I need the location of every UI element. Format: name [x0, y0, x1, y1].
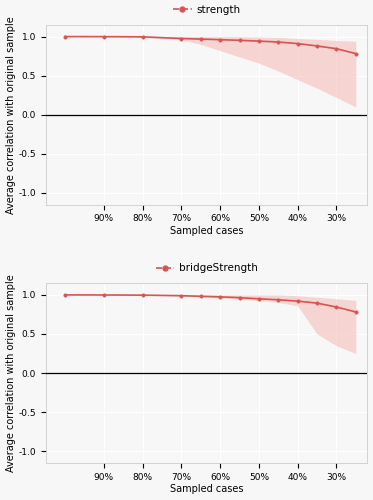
Y-axis label: Average correlation with original sample: Average correlation with original sample	[6, 274, 16, 472]
Legend: bridgeStrength: bridgeStrength	[156, 263, 257, 273]
X-axis label: Sampled cases: Sampled cases	[170, 226, 243, 236]
Y-axis label: Average correlation with original sample: Average correlation with original sample	[6, 16, 16, 214]
Legend: strength: strength	[173, 5, 240, 15]
X-axis label: Sampled cases: Sampled cases	[170, 484, 243, 494]
